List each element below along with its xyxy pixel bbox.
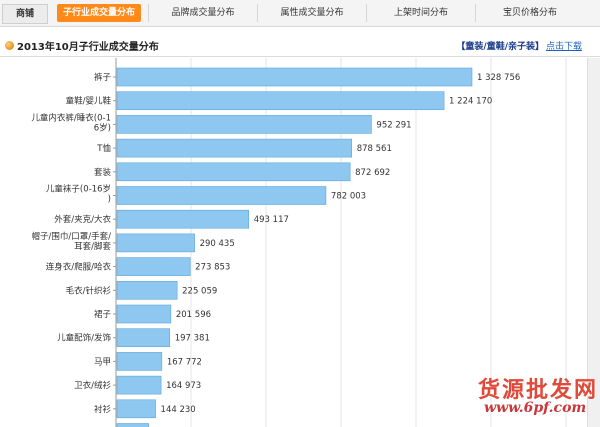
- value-label: 201 596: [176, 310, 211, 320]
- bar: [116, 138, 353, 158]
- bar: [116, 91, 445, 111]
- category-label: 裤子: [94, 72, 112, 83]
- value-label: 493 117: [254, 215, 289, 225]
- value-label: 225 059: [182, 286, 217, 296]
- category-label: T恤: [96, 143, 111, 154]
- value-label: 164 973: [166, 381, 201, 391]
- value-label: 144 230: [161, 405, 196, 415]
- header-links: 【童装/童鞋/亲子装】 点击下载: [456, 39, 582, 52]
- tab-attribute-volume[interactable]: 属性成交量分布: [257, 4, 366, 22]
- category-label: 毛衣/针织衫: [66, 285, 112, 296]
- bar: [116, 328, 171, 348]
- bullet-icon: [5, 41, 14, 50]
- value-label: 167 772: [167, 357, 202, 367]
- bar: [116, 209, 250, 229]
- bar: [116, 115, 372, 134]
- bar-chart: 裤子 1 328 756 童鞋/婴儿鞋 1 224 170 儿童内衣裤/睡衣(0-1 6岁…: [31, 58, 567, 427]
- bar: [116, 304, 172, 324]
- tab-bar: 商铺 子行业成交量分布 品牌成交量分布 属性成交量分布 上架时间分布 宝贝价格分…: [0, 0, 600, 27]
- category-label: 帽子/围巾/口罩/手套/耳套/脚套: [32, 231, 112, 252]
- bar: [116, 375, 162, 395]
- value-label: 872 692: [355, 168, 390, 178]
- category-label: 儿童内衣裤/睡衣(0-1 6岁): [31, 112, 111, 133]
- category-label: 裙子: [94, 309, 112, 320]
- tab-brand-volume[interactable]: 品牌成交量分布: [148, 4, 257, 22]
- tab-price-distribution[interactable]: 宝贝价格分布: [475, 4, 584, 22]
- watermark-logo: 货源批发网: [478, 377, 599, 403]
- bar: [116, 67, 473, 87]
- bar: [116, 352, 163, 371]
- value-label: 273 853: [195, 263, 230, 273]
- value-label: 878 561: [357, 144, 392, 154]
- category-label: 连身衣/爬服/哈衣: [46, 262, 112, 273]
- value-label: 1 224 170: [449, 97, 492, 107]
- category-label: 儿童袜子(0-16岁): [46, 184, 111, 205]
- category-label: 外套/夹克/大衣: [54, 214, 111, 225]
- tab-subindustry-volume[interactable]: 子行业成交量分布: [57, 4, 141, 22]
- bar: [116, 162, 351, 182]
- category-label: 卫衣/绒衫: [74, 380, 111, 391]
- bar: [116, 233, 195, 253]
- category-label: 童鞋/婴儿鞋: [66, 96, 112, 107]
- tab-shop[interactable]: 商铺: [2, 4, 48, 24]
- category-breadcrumb[interactable]: 【童装/童鞋/亲子装】: [456, 42, 544, 52]
- category-label: 套装: [94, 167, 112, 178]
- download-link[interactable]: 点击下载: [545, 42, 582, 52]
- value-label: 290 435: [200, 239, 235, 249]
- bar: [116, 423, 149, 427]
- category-label: 马甲: [94, 357, 111, 367]
- tab-listing-time[interactable]: 上架时间分布: [366, 4, 475, 22]
- value-label: 782 003: [331, 192, 366, 202]
- vertical-scrollbar[interactable]: [587, 58, 600, 427]
- bar: [116, 281, 178, 300]
- category-label: 衬衫: [94, 404, 112, 415]
- bar: [116, 399, 156, 419]
- watermark-url: www.6pf.com: [484, 400, 587, 416]
- page-title: 2013年10月子行业成交量分布: [17, 42, 159, 53]
- value-label: 197 381: [175, 334, 210, 344]
- category-label: 儿童配饰/发饰: [57, 333, 111, 344]
- value-label: 1 328 756: [477, 73, 520, 83]
- bar: [116, 186, 327, 205]
- header-divider: [0, 56, 600, 57]
- value-label: 952 291: [376, 120, 411, 130]
- section-header: 2013年10月子行业成交量分布 【童装/童鞋/亲子装】 点击下载: [0, 34, 600, 56]
- bar: [116, 257, 191, 276]
